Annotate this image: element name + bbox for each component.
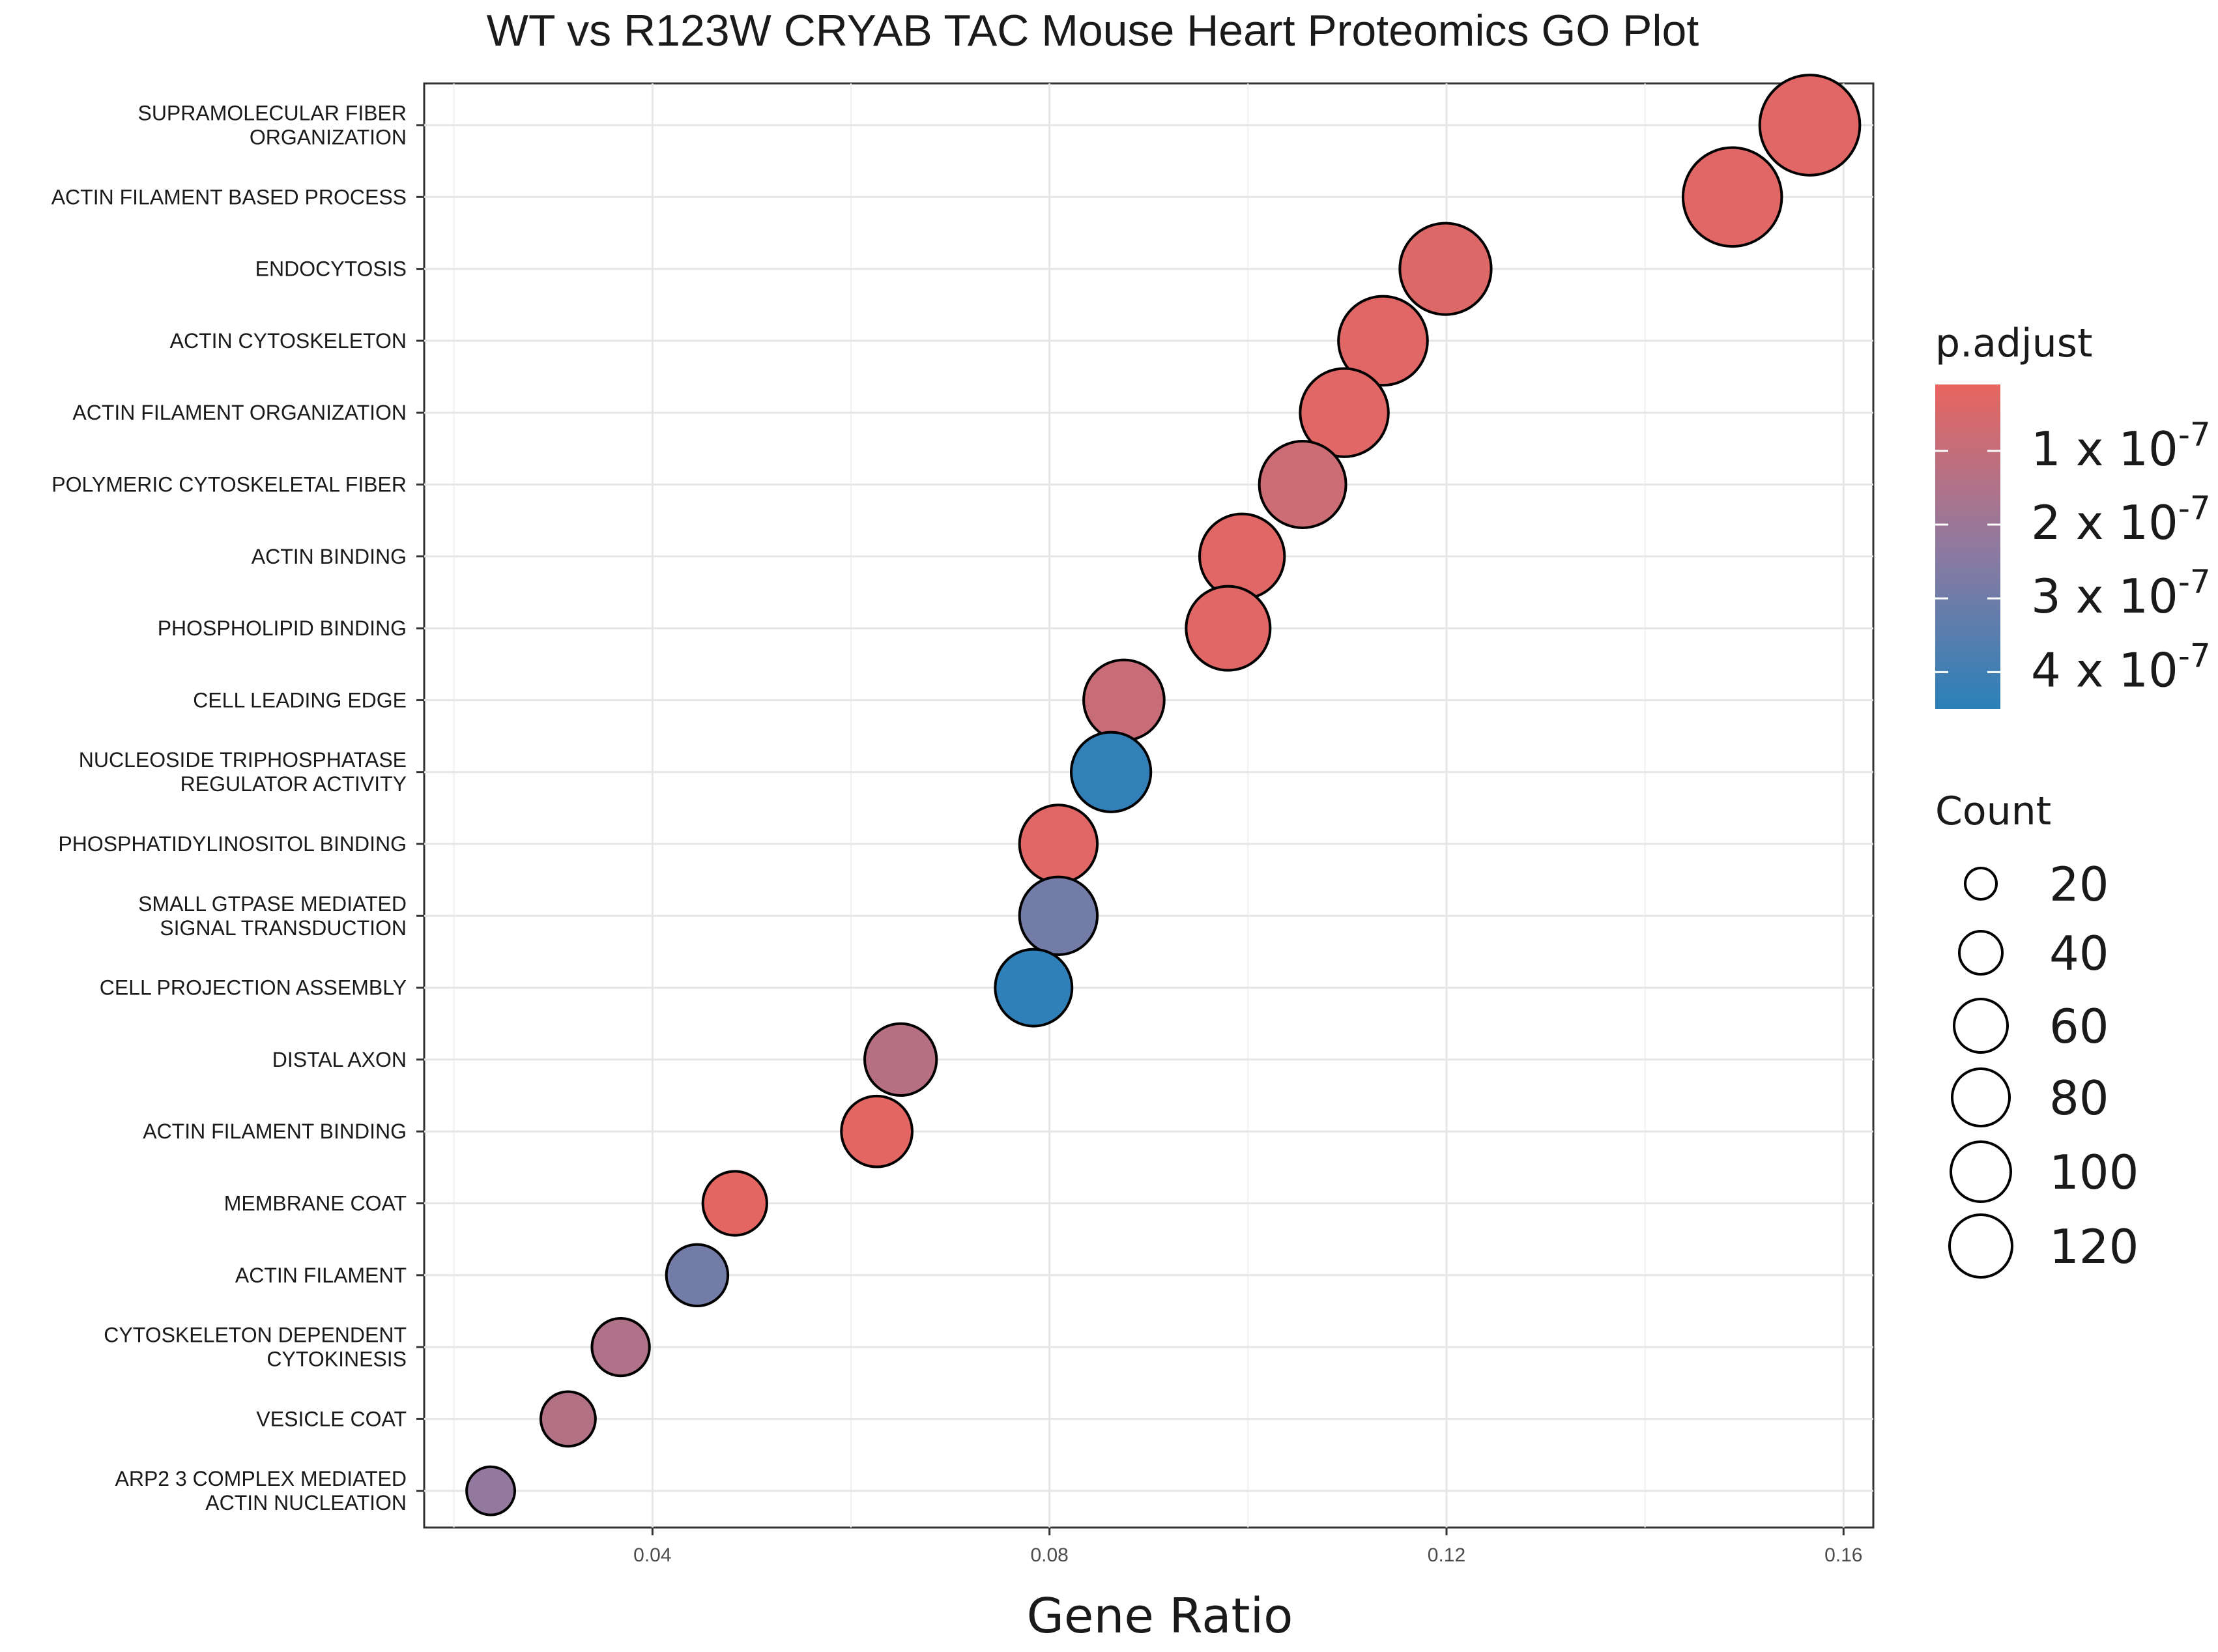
size-legend-circle [1948,1213,2013,1279]
data-points [465,74,1862,1516]
y-tick-label: ACTIN FILAMENT ORGANIZATION [72,401,407,424]
y-tick-label: PHOSPHOLIPID BINDING [158,616,407,640]
y-tick-label: CELL PROJECTION ASSEMBLY [100,976,407,1000]
data-point [1018,875,1099,956]
y-tick-label: VESICLE COAT [256,1407,407,1430]
y-tick-label: POLYMERIC CYTOSKELETAL FIBER [51,473,407,497]
x-axis: 0.04 0.08 0.12 0.16 [633,1528,1862,1566]
data-point [1082,658,1166,742]
chart-title: WT vs R123W CRYAB TAC Mouse Heart Proteo… [487,6,1699,55]
y-tick-label: SIGNAL TRANSDUCTION [160,916,407,940]
data-point [840,1094,914,1168]
data-point [539,1390,597,1448]
x-axis-title: Gene Ratio [1027,1588,1293,1644]
size-legend-circle [1958,930,2004,976]
y-tick-label: CYTOKINESIS [266,1348,407,1371]
size-legend-label: 80 [2049,1071,2109,1125]
y-tick-label: ORGANIZATION [250,126,407,149]
size-legend-circle [1964,867,1998,901]
data-point [1398,222,1493,316]
data-point [1758,74,1862,177]
y-tick-label: MEMBRANE COAT [224,1192,407,1215]
data-point [1258,440,1347,529]
size-legend-label: 40 [2049,926,2109,981]
x-tick-label: 0.16 [1824,1544,1862,1566]
x-tick-label: 0.12 [1428,1544,1465,1566]
size-legend-circle [1950,1140,2012,1203]
data-point [1018,804,1099,884]
data-point [1299,367,1390,458]
color-legend: p.adjust 1 x 10-7 2 x 10-7 3 x 10-7 4 x 10-… [1935,321,2211,709]
size-legend-title: Count [1935,789,2051,834]
size-legend-circle [1951,1067,2011,1127]
y-tick-label: ACTIN FILAMENT BASED PROCESS [51,185,407,209]
y-tick-label: SMALL GTPASE MEDIATED [138,892,407,916]
color-legend-bar [1935,384,2000,709]
y-tick-label: NUCLEOSIDE TRIPHOSPHATASE [79,748,407,772]
data-point [590,1316,651,1378]
y-tick-label: PHOSPHATIDYLINOSITOL BINDING [58,832,407,856]
color-legend-label: 1 x 10-7 [2031,416,2211,476]
y-tick-label: CELL LEADING EDGE [193,688,407,712]
y-tick-label: SUPRAMOLECULAR FIBER [137,102,407,125]
size-legend-label: 20 [2049,857,2109,912]
y-tick-label: ACTIN FILAMENT [235,1264,407,1287]
data-point [465,1465,516,1516]
y-tick-label: ARP2 3 COMPLEX MEDIATED [115,1467,407,1490]
x-tick-label: 0.08 [1030,1544,1068,1566]
data-point [1185,585,1272,672]
color-legend-label: 2 x 10-7 [2031,489,2211,550]
data-point [665,1243,730,1308]
data-point [1198,512,1286,600]
size-legend-label: 100 [2049,1145,2139,1200]
y-tick-label: ENDOCYTOSIS [255,257,407,281]
x-tick-label: 0.04 [633,1544,671,1566]
color-legend-label: 4 x 10-7 [2031,637,2211,697]
y-tick-label: CYTOSKELETON DEPENDENT [104,1324,407,1347]
y-tick-label: ACTIN FILAMENT BINDING [143,1120,407,1143]
color-legend-label: 3 x 10-7 [2031,563,2211,624]
size-legend: Count 20 40 60 80 100 120 [1935,789,2139,1279]
y-tick-label: ACTIN NUCLEATION [205,1491,407,1514]
size-legend-label: 120 [2049,1219,2139,1274]
color-legend-title: p.adjust [1935,321,2093,366]
data-point [994,948,1074,1028]
y-tick-label: REGULATOR ACTIVITY [180,772,407,796]
y-tick-label: ACTIN CYTOSKELETON [170,329,407,353]
data-point [1069,731,1153,813]
y-tick-label: DISTAL AXON [272,1048,407,1071]
data-point [1681,146,1783,248]
data-point [701,1170,768,1237]
data-point [1337,295,1429,387]
plot-panel [423,82,1875,1529]
size-legend-circle [1953,998,2009,1054]
y-tick-label: ACTIN BINDING [252,545,407,568]
size-legend-label: 60 [2049,999,2109,1054]
data-point [863,1022,938,1097]
